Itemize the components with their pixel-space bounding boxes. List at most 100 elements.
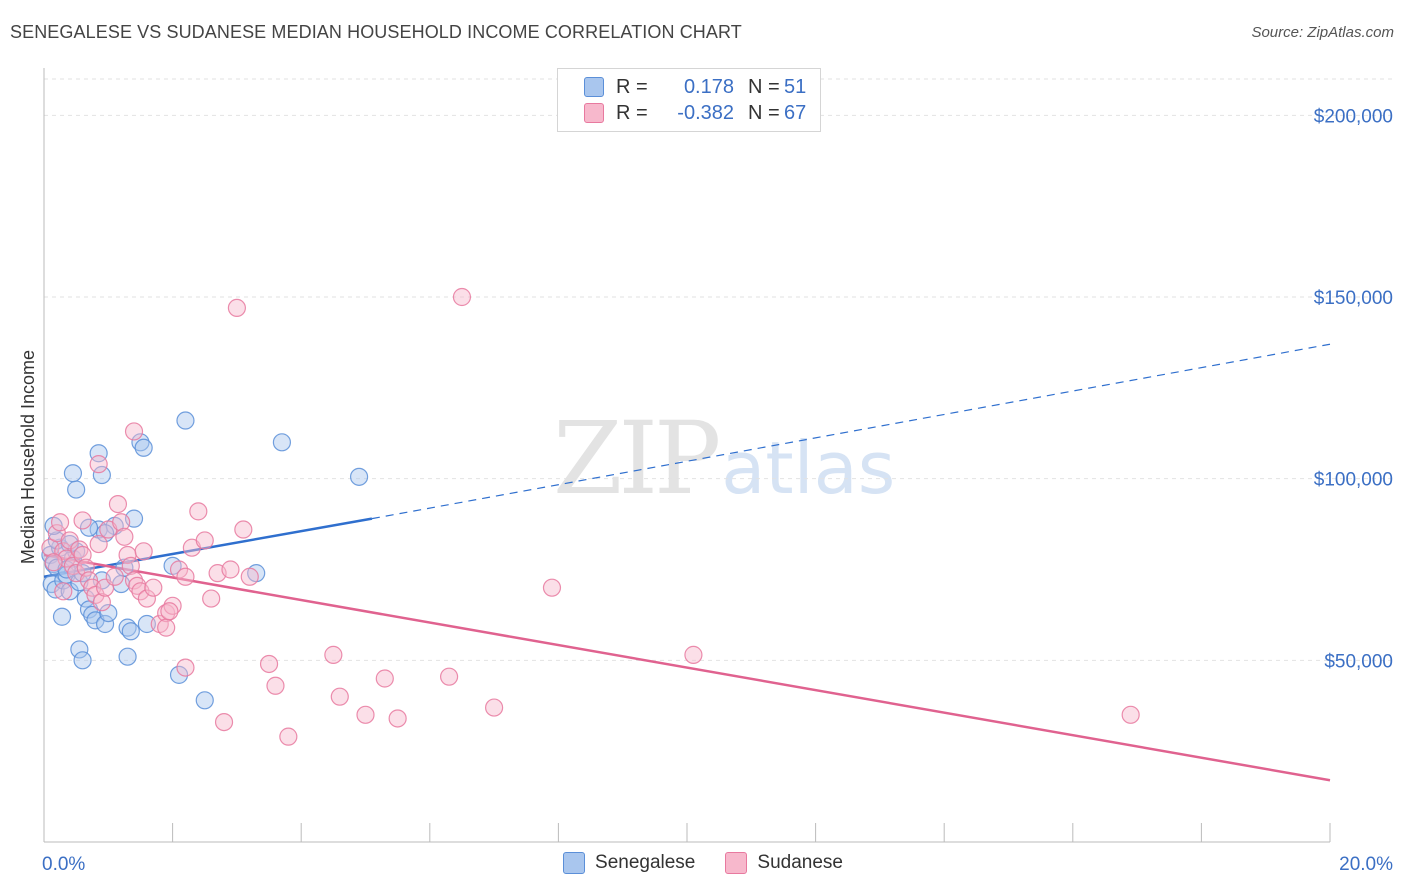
point-sudanese (105, 567, 124, 586)
point-senegalese (60, 582, 79, 601)
y-tick-label: $50,000 (1324, 651, 1393, 672)
watermark-atlas: atlas (721, 426, 896, 510)
point-sudanese (73, 511, 92, 530)
point-sudanese (356, 705, 375, 724)
point-sudanese (124, 422, 144, 441)
point-sudanese (234, 520, 253, 539)
point-sudanese (375, 669, 394, 688)
y-tick-label: $100,000 (1314, 470, 1393, 491)
point-senegalese (349, 467, 369, 486)
point-sudanese (684, 645, 703, 664)
point-senegalese (137, 614, 156, 634)
point-sudanese (1121, 705, 1140, 724)
point-sudanese (89, 534, 108, 554)
y-axis-label: Median Household Income (18, 350, 38, 564)
point-sudanese (259, 654, 279, 674)
legend-r-label: R = (616, 101, 648, 124)
point-senegalese (73, 651, 92, 670)
point-senegalese (195, 691, 214, 710)
point-senegalese (134, 438, 153, 457)
point-sudanese (202, 589, 221, 608)
point-sudanese (176, 658, 195, 677)
axes: $50,000 $100,000 $150,000 $200,000 0.0% 20.0% (42, 68, 1393, 875)
point-sudanese (452, 287, 472, 307)
point-sudanese (485, 698, 504, 717)
source-label: Source: ZipAtlas.com (1251, 24, 1394, 41)
point-sudanese (214, 712, 234, 732)
point-senegalese (118, 647, 137, 666)
point-sudanese (279, 727, 298, 746)
point-sudanese (121, 556, 140, 575)
point-sudanese (108, 495, 128, 514)
point-sudanese (128, 576, 147, 595)
point-senegalese (95, 614, 115, 634)
point-sudanese (70, 540, 89, 559)
legend-r-value: 0.178 (683, 75, 734, 98)
y-tick-label: $150,000 (1314, 288, 1393, 309)
legend-swatch-sudanese (725, 852, 748, 874)
watermark-zip: ZIP (553, 400, 721, 517)
legend-swatch-senegalese (563, 852, 586, 874)
legend-row-senegalese: R = 0.178 N = 51 (584, 74, 806, 100)
point-senegalese (52, 607, 72, 626)
legend-label-senegalese: Senegalese (595, 852, 696, 873)
point-sudanese (50, 513, 70, 532)
point-sudanese (221, 560, 240, 579)
point-senegalese (176, 411, 195, 430)
data-points (41, 287, 1140, 746)
point-sudanese (160, 602, 179, 621)
point-sudanese (86, 585, 105, 605)
legend-r-label: R = (616, 75, 648, 98)
y-tick-label: $200,000 (1314, 106, 1393, 127)
point-sudanese (54, 582, 73, 601)
legend-item-sudanese: Sudanese (725, 852, 843, 874)
point-sudanese (157, 618, 176, 637)
point-senegalese (70, 640, 89, 659)
watermark: ZIPatlas (553, 400, 895, 517)
point-sudanese (157, 603, 176, 623)
point-sudanese (92, 593, 111, 612)
point-senegalese (67, 480, 86, 499)
point-senegalese (79, 518, 99, 537)
point-sudanese (115, 527, 134, 546)
point-senegalese (272, 433, 292, 452)
series-legend: Senegalese Sudanese (0, 852, 1406, 874)
axis-labels: Median Household Income (18, 350, 38, 564)
point-sudanese (124, 571, 144, 590)
trend-line-sudanese (43, 553, 1331, 782)
legend-n-label: N = (748, 101, 780, 124)
legend-item-senegalese: Senegalese (563, 852, 695, 874)
legend-swatch-blue (584, 77, 604, 97)
point-senegalese (169, 665, 189, 684)
point-senegalese (92, 465, 111, 485)
trend-line-senegalese-projection (371, 343, 1331, 520)
legend-label-sudanese: Sudanese (757, 852, 843, 873)
point-senegalese (63, 464, 83, 483)
point-sudanese (439, 667, 459, 686)
point-sudanese (163, 596, 182, 615)
point-sudanese (324, 645, 343, 664)
point-sudanese (89, 455, 108, 474)
legend-r-value: -0.382 (677, 101, 734, 124)
point-sudanese (134, 542, 153, 561)
legend-n-value: 51 (784, 75, 807, 98)
legend-n-value: 67 (784, 101, 807, 124)
point-sudanese (44, 553, 63, 572)
point-senegalese (83, 605, 102, 625)
point-senegalese (89, 444, 108, 463)
point-sudanese (137, 589, 156, 608)
x-tick-label: 20.0% (1339, 854, 1393, 875)
chart-title: SENEGALESE VS SUDANESE MEDIAN HOUSEHOLD … (10, 22, 742, 42)
legend-swatch-pink (584, 103, 604, 123)
point-sudanese (388, 709, 407, 728)
point-sudanese (542, 578, 562, 597)
legend-row-sudanese: R = -0.382 N = 67 (584, 100, 806, 126)
point-sudanese (330, 687, 349, 706)
point-sudanese (266, 676, 285, 695)
point-senegalese (99, 603, 118, 623)
point-sudanese (227, 298, 246, 317)
point-sudanese (176, 567, 195, 586)
legend-n-label: N = (748, 75, 780, 98)
point-sudanese (240, 567, 259, 586)
